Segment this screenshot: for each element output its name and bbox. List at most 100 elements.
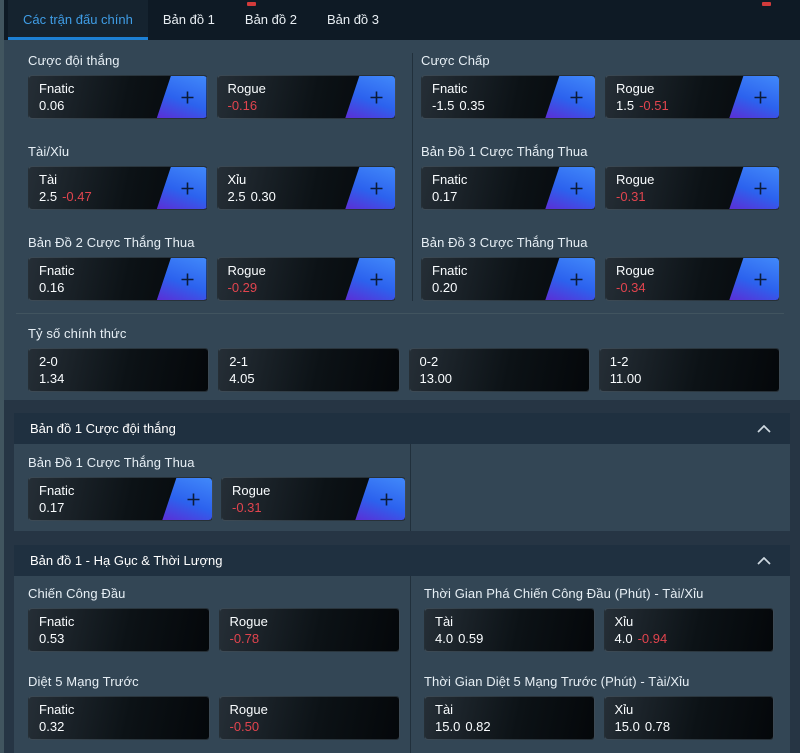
selection-name: Fnatic: [39, 81, 75, 96]
bet-button[interactable]: 2-1 4.05: [218, 348, 400, 392]
selection-name: Fnatic: [432, 172, 468, 187]
selection-odds: -0.31: [232, 500, 395, 516]
odds-value: 0.06: [39, 98, 65, 113]
selection-odds: 4.0 -0.94: [615, 631, 764, 647]
bet-button[interactable]: Xỉu 15.0 0.78: [603, 696, 774, 740]
bet-button[interactable]: Fnatic 0.06: [28, 75, 208, 119]
selection-odds: 0.16: [39, 280, 197, 296]
map1-winner-section: Bản đồ 1 Cược đội thắng Bản Đồ 1 Cược Th…: [14, 413, 790, 531]
selection-odds: -0.50: [230, 719, 390, 735]
selection-name: 2-1: [229, 354, 249, 369]
tab-map-3[interactable]: Bản đồ 3: [326, 12, 379, 27]
selection-odds: 2.5 0.30: [228, 189, 386, 205]
section-header[interactable]: Bản đồ 1 Cược đội thắng: [14, 413, 790, 444]
bet-button[interactable]: Fnatic 0.16: [28, 257, 208, 301]
selection-name: Rogue: [616, 81, 655, 96]
market-map2-winner: Bản Đồ 2 Cược Thắng Thua Fnatic 0.16 Rog…: [28, 235, 396, 301]
bet-button[interactable]: Tài 2.5 -0.47: [28, 166, 208, 210]
market-title: Tỷ số chính thức: [28, 326, 127, 341]
plus-icon: [754, 273, 766, 285]
bet-button[interactable]: Rogue 1.5 -0.51: [605, 75, 780, 119]
market-correct-score: Tỷ số chính thức 2-0 1.34 2-1 4.05 0-2 1…: [0, 314, 800, 392]
plus-icon: [181, 91, 194, 103]
bet-button[interactable]: Fnatic 0.17: [421, 166, 596, 210]
map1-kills-duration-section: Bản đồ 1 - Hạ Gục & Thời Lượng Chiến Côn…: [14, 545, 790, 753]
market-first-blood-time: Thời Gian Phá Chiến Công Đầu (Phút) - Tà…: [424, 586, 774, 652]
bet-button[interactable]: Rogue -0.34: [605, 257, 780, 301]
line-value: 4.0: [614, 631, 633, 646]
bet-button[interactable]: 2-0 1.34: [28, 348, 210, 392]
tab-map-1[interactable]: Bản đồ 1: [162, 12, 215, 27]
market-title: Chiến Công Đầu: [28, 586, 126, 601]
market-tabbar: Các trận đấu chính Bản đồ 1 Bản đồ 2 Bản…: [0, 0, 800, 40]
bet-button[interactable]: Fnatic -1.5 0.35: [421, 75, 596, 119]
selection-odds: 15.0 0.82: [435, 719, 584, 735]
market-handicap: Cược Chấp Fnatic -1.5 0.35 Rogue 1.5 -0.51: [421, 53, 780, 119]
selection-odds: 1.34: [39, 371, 198, 387]
selection-odds: 0.17: [432, 189, 585, 205]
selection-name: Rogue: [616, 263, 655, 278]
selection-name: Fnatic: [39, 614, 75, 629]
bet-button[interactable]: Rogue -0.31: [221, 477, 406, 521]
chevron-up-icon[interactable]: [754, 422, 774, 436]
odds-value: 0.17: [39, 500, 65, 515]
bet-button[interactable]: Rogue -0.50: [218, 696, 400, 740]
bet-button[interactable]: Xỉu 4.0 -0.94: [603, 608, 774, 652]
bet-button[interactable]: Fnatic 0.32: [28, 696, 210, 740]
plus-icon: [370, 91, 382, 103]
selection-name: Fnatic: [432, 263, 468, 278]
odds-value: 0.35: [459, 98, 485, 113]
column-divider: [410, 444, 411, 531]
plus-icon: [370, 182, 382, 194]
selection-odds: 0.20: [432, 280, 585, 296]
odds-value: 0.59: [458, 631, 484, 646]
selection-name: Rogue: [227, 263, 266, 278]
plus-icon: [187, 493, 199, 505]
selection-name: Xỉu: [227, 172, 247, 187]
selection-name: Rogue: [232, 483, 271, 498]
markets-left-column: Cược đội thắng Fnatic 0.06 Rogue -0.16 T…: [0, 53, 412, 301]
selection-odds: 2.5 -0.47: [39, 189, 197, 205]
selection-odds: 15.0 0.78: [615, 719, 764, 735]
bet-button[interactable]: Xỉu 2.5 0.30: [216, 166, 396, 210]
odds-value: 0.32: [39, 719, 65, 734]
plus-icon: [181, 273, 194, 285]
bet-button[interactable]: Rogue -0.78: [218, 608, 400, 652]
bet-button[interactable]: Tài 15.0 0.82: [424, 696, 595, 740]
odds-value: 1.34: [39, 371, 65, 386]
odds-value: -0.78: [229, 631, 260, 646]
bet-button[interactable]: Rogue -0.31: [605, 166, 780, 210]
line-value: 15.0: [435, 719, 461, 734]
selection-name: Fnatic: [39, 483, 75, 498]
odds-value: -0.31: [616, 189, 646, 204]
market-title: Thời Gian Phá Chiến Công Đầu (Phút) - Tà…: [424, 586, 704, 601]
odds-value: 4.05: [229, 371, 255, 386]
selection-name: Tài: [39, 172, 58, 187]
selection-odds: -1.5 0.35: [432, 98, 585, 114]
chevron-up-icon[interactable]: [754, 554, 774, 568]
section-header[interactable]: Bản đồ 1 - Hạ Gục & Thời Lượng: [14, 545, 790, 576]
plus-icon: [181, 182, 194, 194]
plus-icon: [570, 273, 582, 285]
market-title: Bản Đồ 1 Cược Thắng Thua: [28, 455, 195, 470]
selection-odds: 4.05: [229, 371, 388, 387]
selection-odds: -0.78: [230, 631, 390, 647]
odds-value: 0.53: [39, 631, 65, 646]
bet-button[interactable]: Rogue -0.29: [216, 257, 396, 301]
market-title: Diệt 5 Mạng Trước: [28, 674, 139, 689]
bet-button[interactable]: 1-2 11.00: [598, 348, 780, 392]
bet-button[interactable]: Rogue -0.16: [216, 75, 396, 119]
bet-button[interactable]: Fnatic 0.17: [28, 477, 213, 521]
bet-button[interactable]: Fnatic 0.20: [421, 257, 596, 301]
selection-odds: -0.34: [616, 280, 769, 296]
bet-button[interactable]: Fnatic 0.53: [28, 608, 210, 652]
bet-button[interactable]: 0-2 13.00: [408, 348, 590, 392]
market-first-5-kills-time: Thời Gian Diệt 5 Mạng Trước (Phút) - Tài…: [424, 674, 774, 740]
line-value: 4.0: [435, 631, 454, 646]
selection-name: 2-0: [39, 354, 58, 369]
tab-map-2[interactable]: Bản đồ 2: [244, 12, 297, 27]
bet-button[interactable]: Tài 4.0 0.59: [424, 608, 595, 652]
selection-name: Rogue: [229, 702, 268, 717]
tab-main-matches[interactable]: Các trận đấu chính: [8, 0, 148, 40]
kills-right-column: Thời Gian Phá Chiến Công Đầu (Phút) - Tà…: [410, 586, 790, 740]
